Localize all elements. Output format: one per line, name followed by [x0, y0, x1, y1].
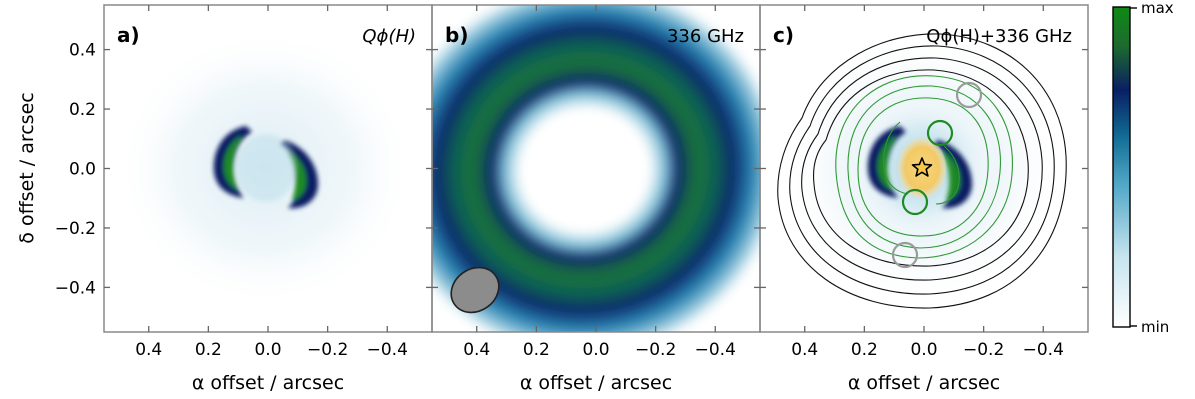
- panel-a-inner-glow: [236, 134, 296, 202]
- y-axis-title: δ offset / arcsec: [16, 92, 38, 243]
- gray-circle-top: [955, 81, 983, 109]
- x-tick-label: −0.2: [307, 340, 348, 360]
- y-tick-label: −0.4: [55, 278, 96, 298]
- x-tick-label: −0.4: [695, 340, 736, 360]
- colorbar-bar: [1112, 6, 1131, 328]
- y-tick-label: 0.0: [69, 160, 96, 180]
- panel-a-right-arc-core: [288, 152, 307, 200]
- x-tick-label: 0.0: [254, 340, 281, 360]
- panel-c-left-arc-core: [877, 136, 896, 190]
- colorbar-max-label: max: [1141, 0, 1174, 17]
- y-tick-label: 0.2: [69, 100, 96, 120]
- x-tick-label: −0.4: [1023, 340, 1064, 360]
- x-tick-label: 0.0: [582, 340, 609, 360]
- gray-circle-bottom: [891, 241, 919, 269]
- panel-a-letter: a): [117, 23, 140, 47]
- panel-a-title: Qϕ(H): [362, 26, 416, 47]
- panel-c-right-arc-core: [942, 152, 961, 200]
- colorbar-min-label: min: [1141, 318, 1169, 336]
- y-tick-label: −0.2: [55, 219, 96, 239]
- x-axis-title-c: α offset / arcsec: [848, 372, 1000, 394]
- panel-c-title: Qϕ(H)+336 GHz: [926, 26, 1072, 47]
- panel-b-ring: [432, 5, 760, 332]
- panel-b-letter: b): [445, 23, 468, 47]
- star-marker: [911, 157, 933, 177]
- panel-b-title: 336 GHz: [667, 26, 744, 47]
- panel-a-left-arc-core: [223, 136, 242, 190]
- x-tick-label: −0.2: [635, 340, 676, 360]
- green-circle-top: [926, 119, 954, 147]
- panel-a-disk: [213, 126, 318, 209]
- x-tick-label: 0.4: [135, 340, 162, 360]
- x-tick-label: 0.0: [910, 340, 937, 360]
- x-tick-label: 0.2: [523, 340, 550, 360]
- panel-c-letter: c): [773, 23, 794, 47]
- y-tick-label: 0.4: [69, 41, 96, 61]
- panel-c-disk: [867, 126, 972, 209]
- x-tick-label: 0.2: [851, 340, 878, 360]
- panel-c: [777, 33, 1067, 309]
- x-axis-title-b: α offset / arcsec: [520, 372, 672, 394]
- x-axis-title-a: α offset / arcsec: [192, 372, 344, 394]
- x-tick-label: −0.2: [963, 340, 1004, 360]
- panel-a: [115, 28, 415, 308]
- x-tick-label: 0.4: [791, 340, 818, 360]
- panel-b-beam: [450, 266, 500, 314]
- green-circle-bottom: [901, 188, 929, 216]
- colorbar: max min: [1112, 0, 1174, 336]
- panel-c-green-contours: [835, 75, 1013, 259]
- panel-c-black-contours: [777, 33, 1067, 309]
- x-tick-label: 0.4: [463, 340, 490, 360]
- x-tick-label: 0.2: [195, 340, 222, 360]
- panel-b: [432, 5, 760, 332]
- tick-labels: 0.4 0.2 0.0 −0.2 −0.4 0.4 0.2 0.0 −0.2 −0.4 0.4 0.2…: [55, 41, 1064, 360]
- x-tick-label: −0.4: [367, 340, 408, 360]
- tick-marks: [104, 5, 1088, 332]
